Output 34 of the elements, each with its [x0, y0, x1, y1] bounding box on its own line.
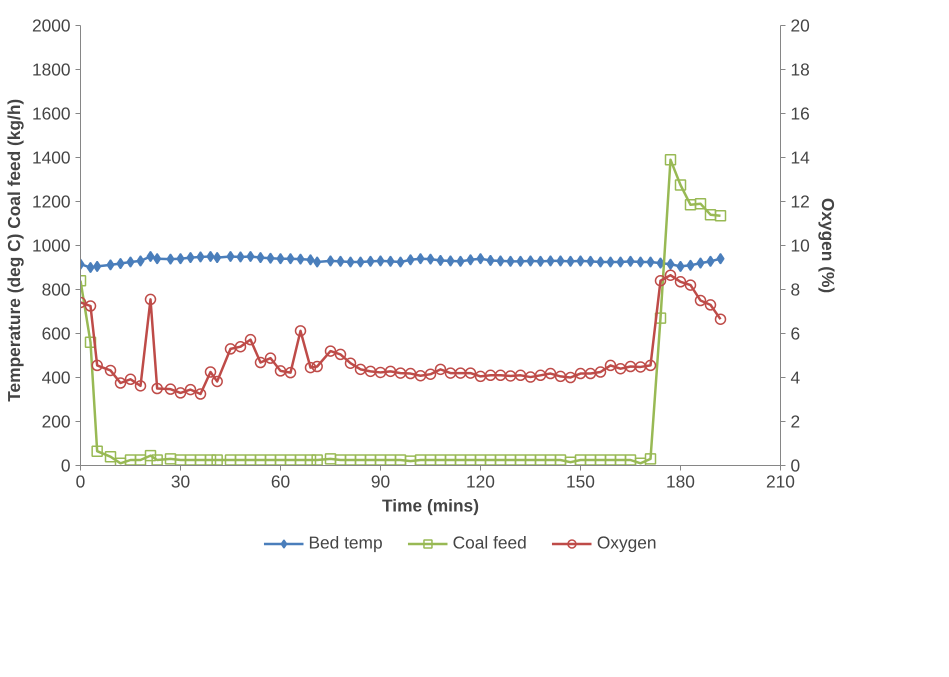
y2-tick-label: 6 [790, 324, 800, 344]
legend-label: Coal feed [452, 532, 527, 554]
y-tick-label: 1000 [32, 236, 71, 256]
x-axis-title: Time (mins) [382, 496, 479, 516]
y-tick-label: 1400 [32, 148, 71, 168]
x-tick-label: 90 [370, 472, 390, 492]
y2-tick-label: 10 [790, 236, 810, 256]
y-tick-label: 1600 [32, 104, 71, 124]
y-axis-title: Temperature (deg C) Coal feed (kg/h) [4, 98, 24, 402]
y2-tick-label: 2 [790, 412, 800, 432]
y2-tick-label: 14 [790, 148, 810, 168]
y-tick-label: 1800 [32, 60, 71, 80]
y2-tick-label: 12 [790, 192, 810, 212]
y2-axis-title: Oxygen (%) [818, 198, 838, 294]
y-tick-label: 400 [42, 368, 71, 388]
y2-tick-label: 18 [790, 60, 810, 80]
y2-tick-label: 20 [790, 16, 810, 36]
y-tick-label: 2000 [32, 16, 71, 36]
x-tick-label: 180 [666, 472, 695, 492]
y-tick-label: 1200 [32, 192, 71, 212]
legend-label: Oxygen [596, 532, 657, 554]
x-tick-label: 60 [270, 472, 290, 492]
y2-tick-label: 8 [790, 280, 800, 300]
x-tick-label: 150 [566, 472, 595, 492]
y-tick-label: 600 [42, 324, 71, 344]
y-tick-label: 0 [60, 456, 71, 476]
y-tick-label: 200 [42, 412, 71, 432]
x-tick-label: 120 [466, 472, 495, 492]
y-tick-label: 800 [42, 280, 71, 300]
x-tick-label: 30 [170, 472, 190, 492]
x-tick-label: 0 [76, 472, 86, 492]
y2-tick-label: 4 [790, 368, 800, 388]
y2-tick-label: 16 [790, 104, 810, 124]
legend-label: Bed temp [308, 532, 383, 554]
